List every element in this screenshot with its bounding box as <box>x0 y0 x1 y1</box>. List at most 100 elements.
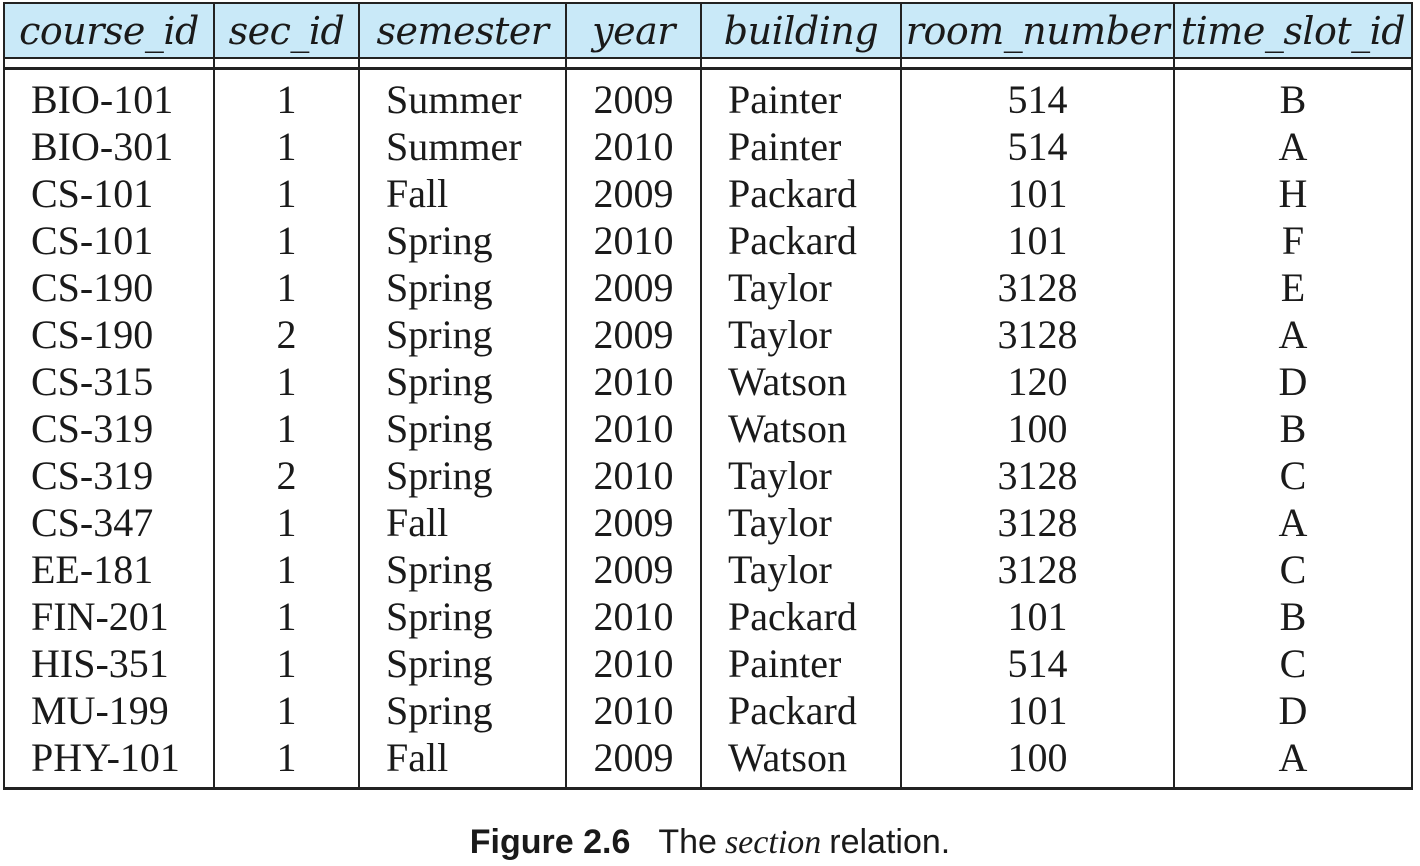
cell-building: Taylor <box>700 452 902 499</box>
table-row: CS-319 2 Spring 2010 Taylor 3128 C <box>3 452 1413 499</box>
table-row: PHY-101 1 Fall 2009 Watson 100 A <box>3 734 1413 789</box>
cell-sec-id: 1 <box>213 358 360 405</box>
cell-time-slot-id: B <box>1173 405 1413 452</box>
cell-year: 2010 <box>565 123 702 170</box>
cell-semester: Spring <box>358 217 567 264</box>
cell-time-slot-id: D <box>1173 358 1413 405</box>
cell-room-number: 3128 <box>900 499 1175 546</box>
cell-sec-id: 1 <box>213 734 360 789</box>
cell-time-slot-id: C <box>1173 452 1413 499</box>
cell-building: Packard <box>700 170 902 217</box>
cell-sec-id: 1 <box>213 68 360 123</box>
caption-relation-name: section <box>724 824 822 861</box>
table-row: EE-181 1 Spring 2009 Taylor 3128 C <box>3 546 1413 593</box>
cell-building: Packard <box>700 217 902 264</box>
cell-sec-id: 2 <box>213 311 360 358</box>
cell-course-id: CS-190 <box>3 264 215 311</box>
cell-semester: Spring <box>358 452 567 499</box>
spacer-cell <box>700 58 902 69</box>
caption-prefix: The <box>658 823 717 861</box>
cell-room-number: 514 <box>900 68 1175 123</box>
header-gap <box>3 58 1413 69</box>
column-header-room-number: room_number <box>900 2 1175 59</box>
cell-building: Packard <box>700 593 902 640</box>
cell-time-slot-id: A <box>1173 734 1413 789</box>
cell-course-id: PHY-101 <box>3 734 215 789</box>
cell-room-number: 3128 <box>900 311 1175 358</box>
cell-building: Taylor <box>700 264 902 311</box>
cell-time-slot-id: E <box>1173 264 1413 311</box>
figure-number: Figure 2.6 <box>469 823 631 861</box>
cell-year: 2009 <box>565 264 702 311</box>
cell-room-number: 120 <box>900 358 1175 405</box>
cell-course-id: CS-319 <box>3 405 215 452</box>
cell-building: Taylor <box>700 311 902 358</box>
cell-room-number: 3128 <box>900 452 1175 499</box>
cell-time-slot-id: A <box>1173 499 1413 546</box>
cell-semester: Fall <box>358 170 567 217</box>
section-relation-table: course_id sec_id semester year building … <box>3 2 1413 790</box>
cell-semester: Fall <box>358 499 567 546</box>
cell-course-id: CS-315 <box>3 358 215 405</box>
cell-time-slot-id: A <box>1173 311 1413 358</box>
cell-course-id: EE-181 <box>3 546 215 593</box>
cell-room-number: 101 <box>900 687 1175 734</box>
cell-building: Taylor <box>700 499 902 546</box>
caption-suffix: relation. <box>829 823 951 861</box>
table-row: FIN-201 1 Spring 2010 Packard 101 B <box>3 593 1413 640</box>
cell-time-slot-id: B <box>1173 68 1413 123</box>
cell-room-number: 101 <box>900 170 1175 217</box>
header-row: course_id sec_id semester year building … <box>3 2 1413 59</box>
cell-sec-id: 1 <box>213 170 360 217</box>
figure-caption: Figure 2.6 The section relation. <box>0 822 1420 862</box>
cell-room-number: 101 <box>900 217 1175 264</box>
spacer-cell <box>213 58 360 69</box>
cell-sec-id: 1 <box>213 217 360 264</box>
table-row: CS-101 1 Spring 2010 Packard 101 F <box>3 217 1413 264</box>
spacer-cell <box>3 58 215 69</box>
cell-time-slot-id: B <box>1173 593 1413 640</box>
cell-course-id: BIO-101 <box>3 68 215 123</box>
cell-year: 2010 <box>565 640 702 687</box>
cell-year: 2010 <box>565 405 702 452</box>
cell-year: 2009 <box>565 68 702 123</box>
cell-year: 2010 <box>565 217 702 264</box>
cell-course-id: CS-101 <box>3 217 215 264</box>
cell-building: Painter <box>700 640 902 687</box>
cell-building: Watson <box>700 405 902 452</box>
cell-sec-id: 1 <box>213 405 360 452</box>
cell-course-id: BIO-301 <box>3 123 215 170</box>
spacer-cell <box>1173 58 1413 69</box>
cell-year: 2010 <box>565 687 702 734</box>
table-row: CS-101 1 Fall 2009 Packard 101 H <box>3 170 1413 217</box>
cell-building: Painter <box>700 123 902 170</box>
spacer-cell <box>358 58 567 69</box>
table-body: BIO-101 1 Summer 2009 Painter 514 B BIO-301 1 Sum… <box>3 68 1413 789</box>
cell-time-slot-id: C <box>1173 546 1413 593</box>
cell-room-number: 101 <box>900 593 1175 640</box>
cell-sec-id: 1 <box>213 546 360 593</box>
cell-building: Watson <box>700 734 902 789</box>
cell-course-id: CS-190 <box>3 311 215 358</box>
cell-year: 2009 <box>565 734 702 789</box>
cell-room-number: 514 <box>900 123 1175 170</box>
cell-semester: Spring <box>358 546 567 593</box>
cell-sec-id: 1 <box>213 593 360 640</box>
cell-course-id: MU-199 <box>3 687 215 734</box>
table-row: CS-315 1 Spring 2010 Watson 120 D <box>3 358 1413 405</box>
spacer-cell <box>565 58 702 69</box>
cell-building: Painter <box>700 68 902 123</box>
cell-sec-id: 1 <box>213 687 360 734</box>
spacer-cell <box>900 58 1175 69</box>
table-header: course_id sec_id semester year building … <box>3 2 1413 59</box>
cell-room-number: 514 <box>900 640 1175 687</box>
table-row: CS-347 1 Fall 2009 Taylor 3128 A <box>3 499 1413 546</box>
cell-semester: Spring <box>358 593 567 640</box>
cell-course-id: CS-319 <box>3 452 215 499</box>
cell-year: 2009 <box>565 546 702 593</box>
cell-time-slot-id: A <box>1173 123 1413 170</box>
cell-course-id: CS-101 <box>3 170 215 217</box>
spacer-row <box>3 58 1413 69</box>
cell-year: 2009 <box>565 170 702 217</box>
